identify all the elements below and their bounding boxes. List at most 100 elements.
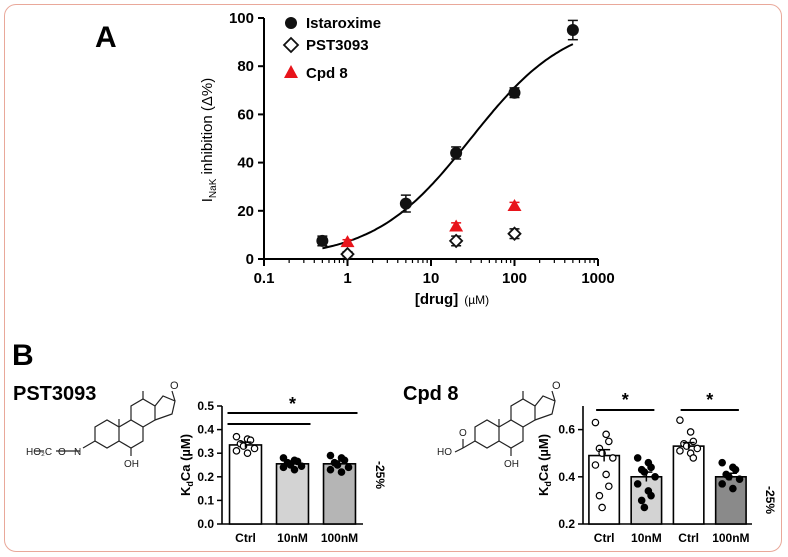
cpd8-y-tick-label: 0.6 xyxy=(558,423,575,437)
panel-a-y-tick-label: 0 xyxy=(246,251,254,268)
legend-istaroxime-label: Istaroxime xyxy=(306,15,381,32)
pst3093-category-label: 100nM xyxy=(321,531,358,545)
cpd8-data-point xyxy=(686,428,695,436)
cpd8-data-point xyxy=(647,491,655,500)
pst3093-hydroxyl: OH xyxy=(124,459,139,470)
pst3093-significance-star: * xyxy=(289,394,296,414)
pst3093-data-point xyxy=(279,463,288,472)
pst3093-oxime-n: N xyxy=(74,447,81,458)
legend-istaroxime-marker xyxy=(285,17,297,29)
legend-cpd8-marker xyxy=(284,65,298,78)
pst3093-y-tick-label: 0.4 xyxy=(197,423,214,437)
cpd-8-point xyxy=(340,235,355,248)
pst3093-acid-group: HO₂C xyxy=(26,447,52,458)
cpd8-significance-star: * xyxy=(622,390,629,410)
cpd8-acid-o: O xyxy=(459,428,467,439)
cpd8-keto-o: O xyxy=(552,380,561,392)
panel-a-letter: A xyxy=(95,21,117,54)
cpd8-data-point xyxy=(676,416,684,424)
pst3093-data-point xyxy=(326,465,335,474)
cpd8-category-label: 10nM xyxy=(631,531,662,545)
cpd-8-point xyxy=(449,219,464,232)
pst3093-data-point xyxy=(232,447,241,455)
pst3093-point xyxy=(340,246,355,262)
cpd8-data-point xyxy=(640,503,649,512)
panel-a-y-tick-label: 100 xyxy=(229,10,254,27)
cpd8-data-point xyxy=(605,482,613,491)
cpd8-data-point xyxy=(633,480,642,488)
pst3093-data-point xyxy=(337,468,346,476)
pst3093-keto-o: O xyxy=(170,380,179,392)
panel-a-x-tick-label: 100 xyxy=(502,270,527,287)
cpd8-category-label: 100nM xyxy=(712,531,749,545)
pst3093-change-label: -25% xyxy=(373,461,387,489)
pst3093-data-point xyxy=(232,432,241,441)
cpd8-data-point xyxy=(595,491,604,500)
cpd8-data-point xyxy=(693,444,702,453)
cpd-8-point xyxy=(507,198,522,211)
pst3093-bar-chart: 0.0 0.1 0.2 0.3 0.4 0.5 KdCa (µM) Ctrl 10nM 100nM… xyxy=(178,394,387,545)
cpd8-bar xyxy=(672,445,705,525)
pst3093-data-point xyxy=(243,449,252,458)
cpd8-data-point xyxy=(602,430,610,439)
pst3093-y-tick-label: 0.5 xyxy=(197,399,214,413)
pst3093-data-point xyxy=(279,454,288,462)
istaroxime-point xyxy=(566,24,579,37)
panel-b-letter: B xyxy=(12,339,34,372)
pst3093-oxime-o: O xyxy=(58,447,66,458)
cpd8-data-point xyxy=(633,454,642,462)
cpd8-data-point xyxy=(647,463,655,472)
panel-a-x-tick-label: 1 xyxy=(343,270,351,287)
istaroxime-point xyxy=(508,86,521,99)
cpd8-data-point xyxy=(718,480,726,488)
panel-a-y-tick-label: 80 xyxy=(237,58,254,75)
panel-a-x-tick-label: 0.1 xyxy=(254,270,275,287)
panel-a-chart: 0 20 40 60 80 100 0.1 1 10 100 1000 [drug] (µM) IN… xyxy=(199,10,615,308)
pst3093-category-label: 10nM xyxy=(277,531,308,545)
cpd8-data-point xyxy=(591,418,600,427)
panel-a-x-tick-label: 1000 xyxy=(581,270,614,287)
cpd8-change-label: -25% xyxy=(763,486,777,514)
cpd8-structure xyxy=(454,390,556,456)
pst3093-bar xyxy=(228,444,263,525)
cpd8-data-point xyxy=(591,461,600,469)
legend-pst3093-label: PST3093 xyxy=(306,37,369,54)
pst3093-category-label: Ctrl xyxy=(235,531,256,545)
panel-a-y-tick-label: 20 xyxy=(237,203,254,220)
pst3093-data-point xyxy=(297,462,306,470)
cpd8-title: Cpd 8 xyxy=(403,383,459,405)
istaroxime-point xyxy=(316,234,329,247)
pst3093-data-point xyxy=(250,444,259,453)
panel-a-y-label: INaK inhibition (Δ%) xyxy=(199,78,219,203)
cpd8-data-point xyxy=(637,496,646,505)
pst3093-data-point xyxy=(326,451,335,460)
cpd8-y-label: KdCa (µM) xyxy=(536,434,553,496)
cpd8-data-point xyxy=(676,447,684,455)
pst3093-y-label: KdCa (µM) xyxy=(178,434,195,496)
cpd8-data-point xyxy=(735,475,744,483)
pst3093-title: PST3093 xyxy=(13,383,96,405)
istaroxime-point xyxy=(399,197,412,210)
cpd8-data-point xyxy=(609,454,617,462)
istaroxime-point xyxy=(450,146,463,159)
cpd8-significance-star: * xyxy=(706,390,713,410)
cpd8-data-point xyxy=(718,458,726,467)
legend-pst3093-marker xyxy=(282,36,300,54)
pst3093-structure xyxy=(34,390,176,456)
cpd8-category-label: Ctrl xyxy=(678,531,699,545)
cpd8-y-tick-label: 0.4 xyxy=(558,470,575,484)
panel-a-x-label: [drug] (µM) xyxy=(415,291,489,308)
cpd8-hydroxyl: OH xyxy=(504,459,519,470)
cpd8-data-point xyxy=(689,437,698,446)
pst3093-y-tick-label: 0.0 xyxy=(197,517,214,531)
cpd8-data-point xyxy=(598,503,606,512)
panel-a-y-tick-label: 60 xyxy=(237,106,254,123)
cpd8-data-point xyxy=(602,470,610,479)
cpd8-data-point xyxy=(729,484,737,493)
pst3093-data-point xyxy=(290,465,299,474)
cpd8-acid-oh: HO xyxy=(437,447,452,458)
cpd8-data-point xyxy=(605,437,613,446)
pst3093-y-tick-label: 0.1 xyxy=(197,493,214,507)
cpd8-data-point xyxy=(651,472,659,481)
